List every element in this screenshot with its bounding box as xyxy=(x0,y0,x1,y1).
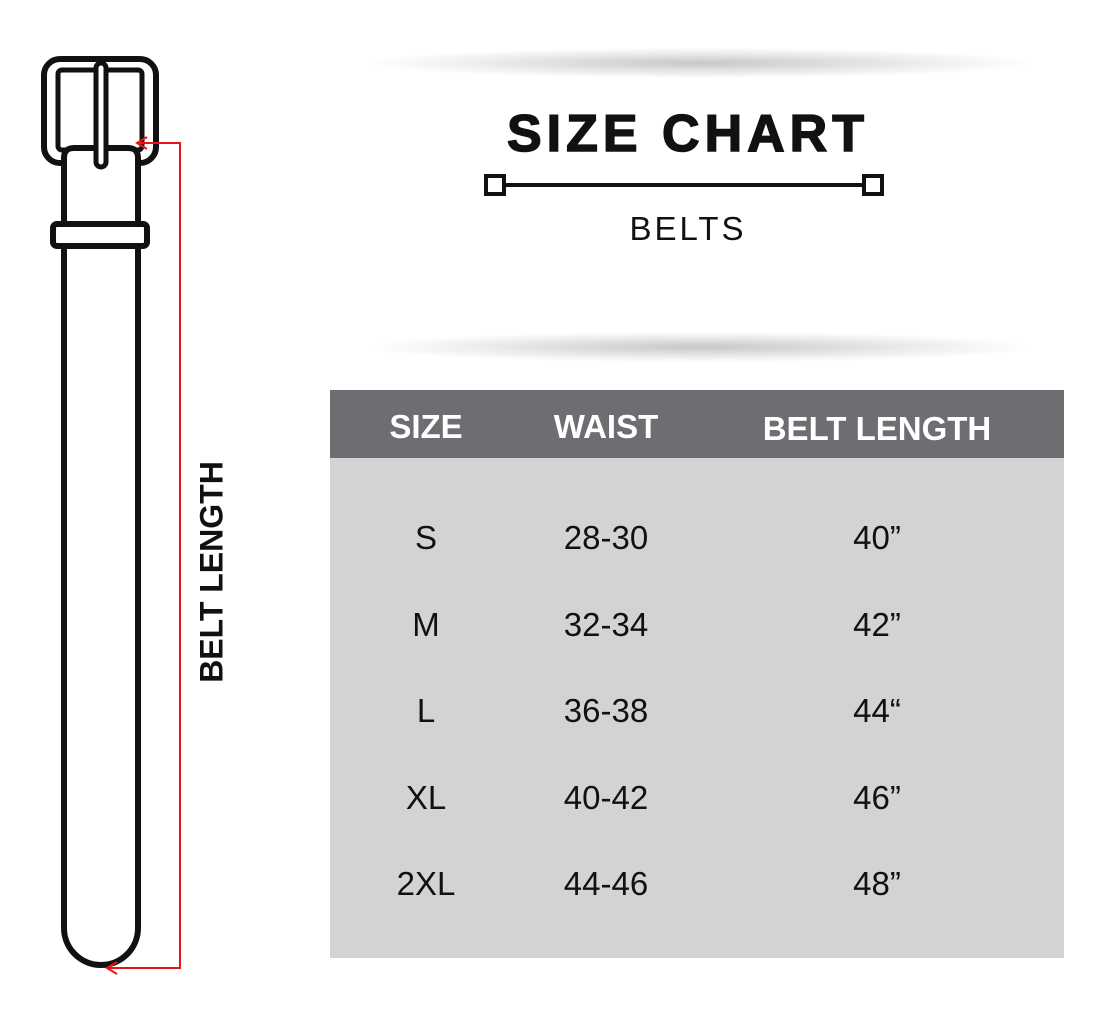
size-cell: S xyxy=(414,519,438,556)
belt-length-label: BELT LENGTH xyxy=(193,461,230,683)
header-size: SIZE xyxy=(389,408,463,445)
size-cell: 2XL xyxy=(396,865,456,902)
belt-length-cell: 46” xyxy=(853,778,901,816)
table-header: SIZE WAIST BELT LENGTH xyxy=(330,390,1064,458)
waist-cell: 32-34 xyxy=(563,605,649,643)
waist-cell: 44-46 xyxy=(563,865,649,902)
size-table: S 28-30 40” M 32-34 42” L 36-38 44“ XL 40-42 46” 2XL… xyxy=(330,458,1064,958)
ruler-icon xyxy=(484,174,884,196)
subtitle: BELTS xyxy=(629,210,747,247)
belt-length-cell: 44“ xyxy=(853,692,901,729)
page-title: SIZE CHART xyxy=(506,104,869,164)
belt-length-cell: 42” xyxy=(853,605,901,643)
waist-cell: 40-42 xyxy=(563,778,649,816)
belt-length-cell: 40” xyxy=(853,519,901,556)
size-cell: L xyxy=(416,692,436,729)
header-waist: WAIST xyxy=(553,408,659,445)
belt-diagram xyxy=(41,56,181,975)
top-shadow xyxy=(370,48,1030,78)
size-cell: XL xyxy=(405,778,447,816)
waist-cell: 28-30 xyxy=(563,519,649,556)
waist-cell: 36-38 xyxy=(563,692,649,729)
length-arrow xyxy=(105,136,181,975)
size-cell: M xyxy=(412,605,440,643)
header-belt-length: BELT LENGTH xyxy=(762,410,992,447)
bottom-shadow xyxy=(370,332,1030,362)
belt-length-cell: 48” xyxy=(853,865,901,902)
belt-icon xyxy=(41,56,159,968)
